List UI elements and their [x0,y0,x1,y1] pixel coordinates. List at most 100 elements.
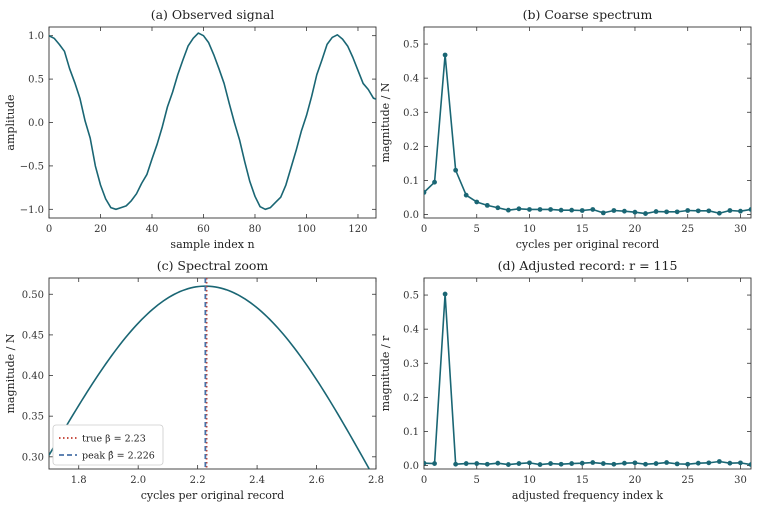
y-tick-label: 1.0 [28,31,44,42]
data-point [748,207,751,212]
data-point [664,209,670,215]
data-point [600,210,606,216]
x-tick-label: 15 [576,224,589,235]
y-tick-label: 0.45 [22,330,44,341]
data-point [685,208,691,213]
data-point [442,52,448,58]
data-point [590,460,596,465]
data-point [738,460,743,466]
y-axis-label: amplitude [4,94,17,150]
data-point [716,459,722,464]
plot-frame [423,277,752,470]
data-point [632,460,638,466]
data-point [569,207,575,213]
plot-area [49,32,376,211]
x-tick-label: 0 [421,475,427,486]
y-tick-label: 0.30 [22,452,44,463]
data-point [495,205,501,211]
data-point [484,202,490,208]
x-tick-label: 80 [249,224,262,235]
y-tick-label: 0.4 [403,325,419,336]
panel-title: (b) Coarse spectrum [523,7,653,22]
data-point [495,460,501,466]
plot-frame [423,26,752,219]
plot-frame [48,26,377,219]
data-point [548,461,553,466]
plot-area [424,291,751,467]
data-point [579,460,585,466]
x-tick-label: 120 [348,224,367,235]
x-tick-label: 10 [523,475,536,486]
data-point [590,207,596,212]
data-point [424,190,427,195]
x-tick-label: 1.8 [71,475,87,486]
series-line [49,32,376,211]
y-tick-label: 0.35 [22,412,44,423]
data-point [516,206,522,212]
legend-box [52,424,164,466]
data-point [643,211,648,216]
y-tick-label: 0.50 [22,290,44,301]
data-point [622,460,627,466]
data-point [537,462,543,467]
legend-label: peak β̂ = 2.226 [82,451,155,462]
y-tick-label: 0.2 [403,142,419,153]
data-point [632,209,638,215]
x-tick-label: 15 [576,475,589,486]
panel-d: (d) Adjusted record: r = 115 0 5 10 15 20 25 30… [379,258,752,502]
data-point [537,207,543,212]
data-point [643,461,648,467]
legend: true β = 2.23 peak β̂ = 2.226 [52,424,164,466]
x-axis-label: sample index n [170,238,254,251]
data-point [674,461,680,467]
y-tick-label: 0.4 [403,74,419,85]
data-point [695,208,701,214]
data-point [674,209,680,215]
data-point [695,460,701,466]
data-point [463,461,469,466]
data-point [664,460,670,465]
data-point [738,208,743,214]
x-tick-label: 25 [681,224,694,235]
data-point [505,462,511,467]
panel-a: (a) Observed signal 0 20 40 60 80 100 120 −1.0 −0… [4,7,377,251]
data-point [569,461,575,466]
panel-title: (c) Spectral zoom [157,258,269,273]
y-tick-label: −1.0 [20,205,44,216]
y-tick-label: 0.2 [403,393,419,404]
data-point [453,167,459,173]
x-tick-label: 2.0 [130,475,146,486]
y-tick-label: 0.3 [403,108,419,119]
x-axis-label: adjusted frequency index k [512,489,663,502]
x-tick-label: 5 [474,475,480,486]
y-axis-label: magnitude / r [379,335,392,411]
x-tick-label: 20 [629,475,642,486]
x-tick-label: 60 [197,224,210,235]
data-point [527,460,532,466]
y-tick-label: 0.5 [403,291,419,302]
x-tick-label: 2.2 [190,475,206,486]
series-line [424,293,751,466]
data-point [611,461,617,467]
panel-title: (a) Observed signal [151,7,275,22]
data-point [727,460,733,466]
x-tick-label: 2.4 [249,475,265,486]
x-tick-label: 2.6 [309,475,325,486]
data-point [611,208,617,213]
x-axis-label: cycles per original record [516,238,659,251]
y-tick-label: −0.5 [20,161,44,172]
x-tick-label: 30 [734,224,747,235]
data-point [484,461,490,467]
legend-label: true β = 2.23 [82,434,146,445]
x-tick-label: 25 [681,475,694,486]
panel-title: (d) Adjusted record: r = 115 [498,258,678,273]
data-point [558,207,564,213]
x-tick-label: 20 [629,224,642,235]
x-tick-label: 100 [297,224,316,235]
x-tick-label: 0 [46,224,52,235]
data-point [748,462,751,467]
data-point [453,461,459,467]
x-tick-label: 40 [146,224,159,235]
data-point [706,460,712,466]
